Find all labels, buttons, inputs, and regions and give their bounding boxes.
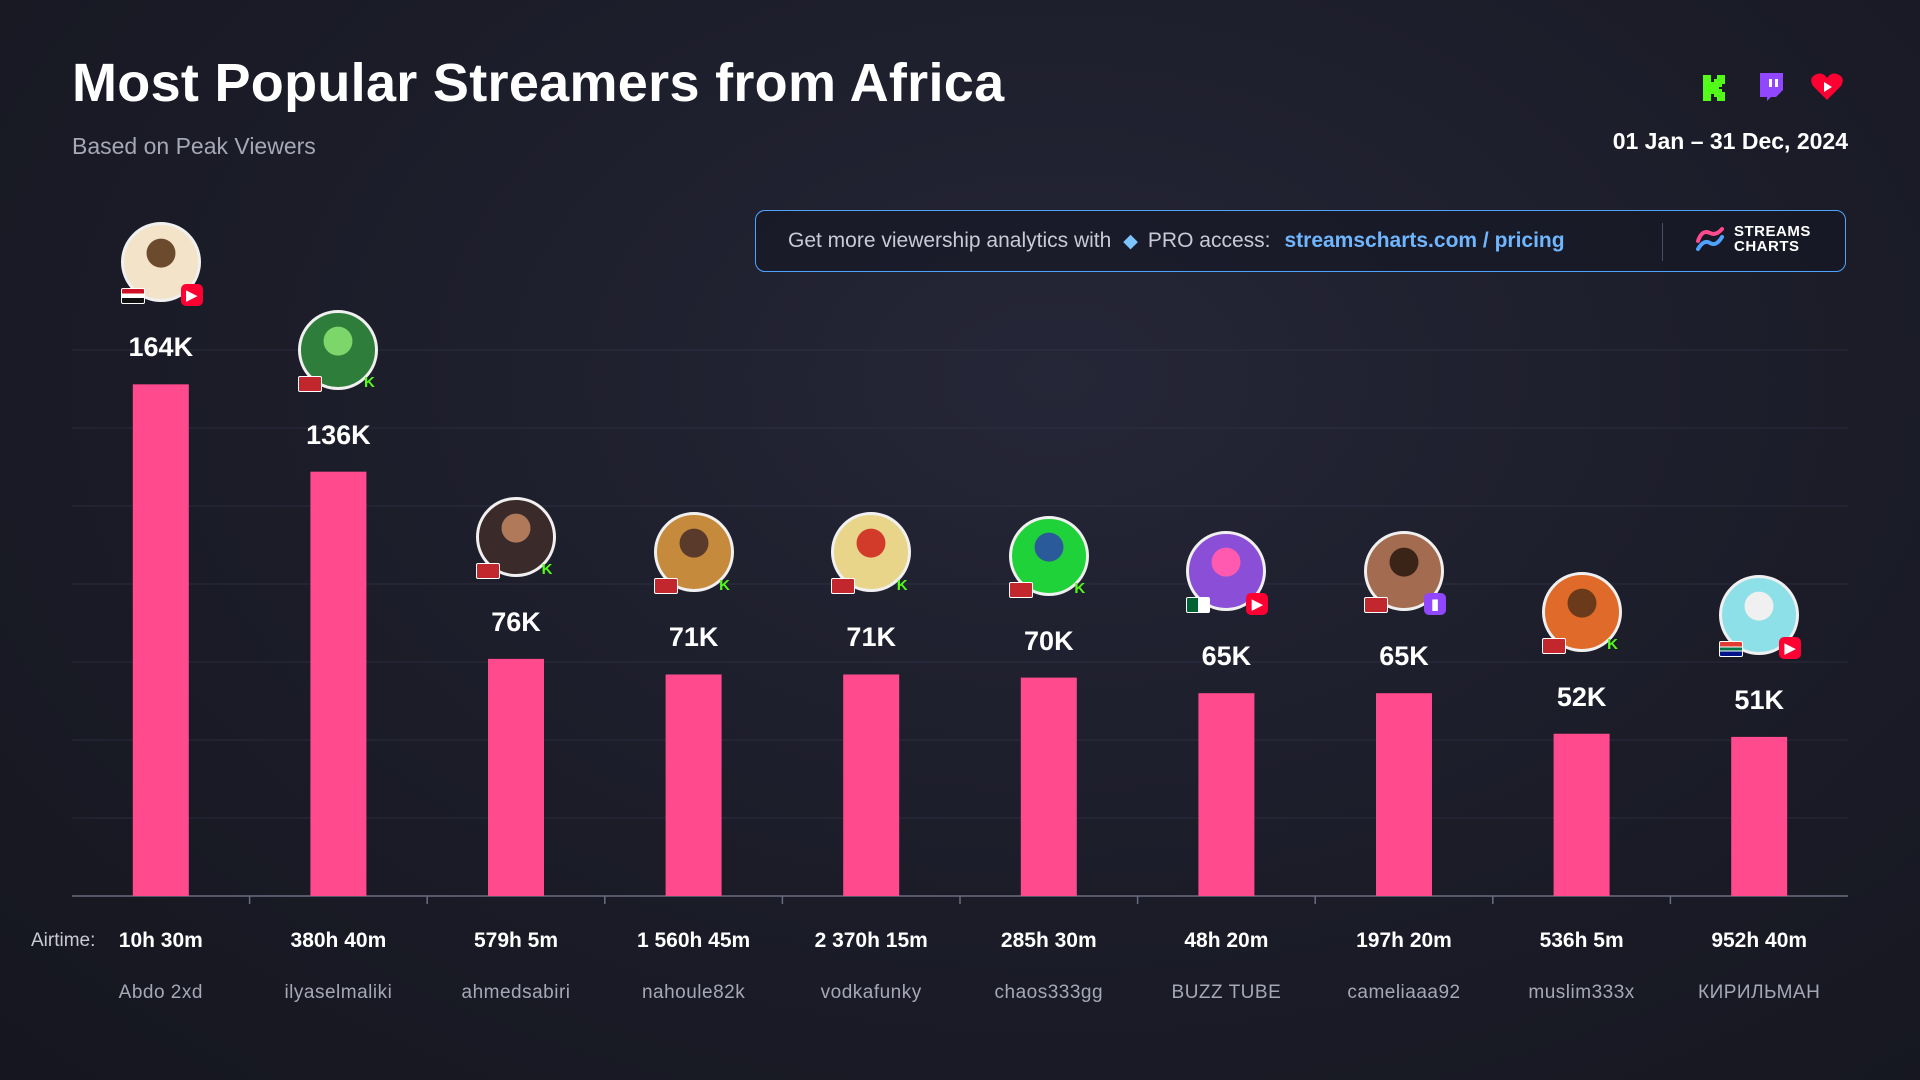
bar[interactable] bbox=[1198, 693, 1255, 896]
streamer-name[interactable]: cameliaaa92 bbox=[1347, 982, 1461, 1003]
airtime-value: 1 560h 45m bbox=[636, 929, 751, 952]
pricing-link[interactable]: streamscharts.com / pricing bbox=[1284, 229, 1565, 252]
value-label: 164K bbox=[128, 332, 194, 363]
bar[interactable] bbox=[1020, 677, 1077, 896]
brand-line1: STREAMS bbox=[1734, 223, 1811, 240]
morocco-flag-icon bbox=[476, 562, 500, 579]
streamer-name[interactable]: КИРИЛЬМАН bbox=[1698, 982, 1821, 1003]
promo-pro: PRO access: bbox=[1147, 229, 1271, 252]
airtime-value: 285h 30m bbox=[1000, 929, 1097, 952]
egypt-flag-icon bbox=[120, 288, 145, 305]
airtime-value: 2 370h 15m bbox=[814, 929, 928, 952]
value-label: 76K bbox=[491, 606, 541, 637]
streamer-avatar[interactable]: ▶ bbox=[1186, 531, 1269, 616]
date-range: 01 Jan – 31 Dec, 2024 bbox=[1612, 128, 1848, 154]
morocco-flag-icon bbox=[653, 578, 678, 595]
streamer-avatar[interactable]: K bbox=[298, 309, 379, 392]
promo-divider bbox=[1662, 223, 1663, 261]
streamer-name[interactable]: chaos333gg bbox=[994, 982, 1104, 1003]
kick-badge-icon: K bbox=[1074, 580, 1086, 598]
value-label: 65K bbox=[1379, 641, 1429, 672]
morocco-flag-icon bbox=[831, 578, 856, 595]
bar[interactable] bbox=[132, 384, 189, 896]
streamer-avatar[interactable]: K bbox=[653, 512, 734, 595]
kick-badge-icon: K bbox=[541, 561, 553, 579]
youtube-badge-icon: ▶ bbox=[1779, 636, 1802, 659]
chart-subtitle: Based on Peak Viewers bbox=[72, 133, 316, 159]
kick-icon bbox=[1698, 70, 1732, 104]
streamer-avatar[interactable]: K bbox=[1008, 515, 1089, 598]
streamer-name[interactable]: BUZZ TUBE bbox=[1171, 982, 1282, 1003]
chart-title: Most Popular Streamers from Africa bbox=[72, 53, 1005, 113]
airtime-value: 536h 5m bbox=[1539, 929, 1624, 952]
twitch-icon bbox=[1754, 70, 1788, 104]
streamer-name[interactable]: ahmedsabiri bbox=[461, 982, 571, 1003]
streamer-name[interactable]: muslim333x bbox=[1528, 982, 1635, 1003]
streamer-avatar[interactable]: K bbox=[476, 496, 556, 579]
airtime-value: 197h 20m bbox=[1356, 929, 1452, 952]
streamer-name[interactable]: ilyaselmaliki bbox=[284, 982, 393, 1003]
morocco-flag-icon bbox=[298, 375, 323, 392]
twitch-badge-icon: ▮ bbox=[1424, 593, 1446, 616]
airtime-value: 952h 40m bbox=[1711, 929, 1808, 952]
south-africa-flag-icon bbox=[1719, 640, 1744, 657]
streams-charts-logo[interactable]: STREAMS CHARTS bbox=[1694, 223, 1811, 255]
bar[interactable] bbox=[1553, 733, 1610, 896]
bar[interactable] bbox=[1376, 693, 1432, 896]
morocco-flag-icon bbox=[1364, 597, 1388, 614]
streamer-avatar[interactable]: ▶ bbox=[120, 222, 203, 307]
value-label: 52K bbox=[1556, 681, 1607, 712]
bar[interactable] bbox=[488, 658, 544, 896]
streamer-avatar[interactable]: K bbox=[1541, 571, 1622, 654]
youtube-icon bbox=[1810, 70, 1844, 104]
kick-badge-icon: K bbox=[719, 576, 731, 594]
brand-line2: CHARTS bbox=[1734, 238, 1800, 255]
streamer-name[interactable]: Abdo 2xd bbox=[118, 982, 203, 1003]
diamond-icon: ◆ bbox=[1123, 230, 1138, 252]
bar[interactable] bbox=[843, 674, 900, 896]
youtube-badge-icon: ▶ bbox=[1246, 593, 1269, 616]
airtime-value: 48h 20m bbox=[1184, 929, 1269, 952]
value-label: 136K bbox=[306, 419, 371, 450]
streams-charts-icon bbox=[1696, 227, 1724, 251]
streamer-avatar[interactable]: K bbox=[831, 512, 912, 595]
promo-banner[interactable]: Get more viewership analytics with ◆ PRO… bbox=[755, 210, 1846, 272]
value-label: 51K bbox=[1734, 684, 1784, 715]
kick-badge-icon: K bbox=[363, 374, 375, 392]
airtime-value: 579h 5m bbox=[473, 929, 559, 952]
algeria-flag-icon bbox=[1186, 597, 1211, 614]
bar[interactable] bbox=[1731, 736, 1788, 896]
youtube-badge-icon: ▶ bbox=[180, 284, 203, 307]
airtime-value: 10h 30m bbox=[118, 929, 203, 952]
airtime-value: 380h 40m bbox=[290, 929, 387, 952]
bar[interactable] bbox=[665, 674, 722, 896]
streamer-name[interactable]: vodkafunky bbox=[820, 982, 922, 1003]
value-label: 71K bbox=[668, 622, 719, 653]
morocco-flag-icon bbox=[1541, 637, 1566, 654]
bar[interactable] bbox=[310, 471, 367, 896]
value-label: 70K bbox=[1024, 625, 1074, 656]
platform-icons bbox=[1698, 70, 1844, 104]
value-label: 71K bbox=[846, 622, 896, 653]
value-label: 65K bbox=[1201, 641, 1252, 672]
airtime-label: Airtime: bbox=[31, 930, 96, 951]
streamer-name[interactable]: nahoule82k bbox=[641, 982, 746, 1003]
streamer-avatar[interactable]: ▮ bbox=[1364, 531, 1446, 616]
kick-badge-icon: K bbox=[896, 576, 908, 594]
promo-text: Get more viewership analytics with bbox=[788, 229, 1112, 252]
streamer-avatar[interactable]: ▶ bbox=[1719, 574, 1802, 659]
kick-badge-icon: K bbox=[1607, 636, 1619, 654]
morocco-flag-icon bbox=[1008, 581, 1033, 598]
